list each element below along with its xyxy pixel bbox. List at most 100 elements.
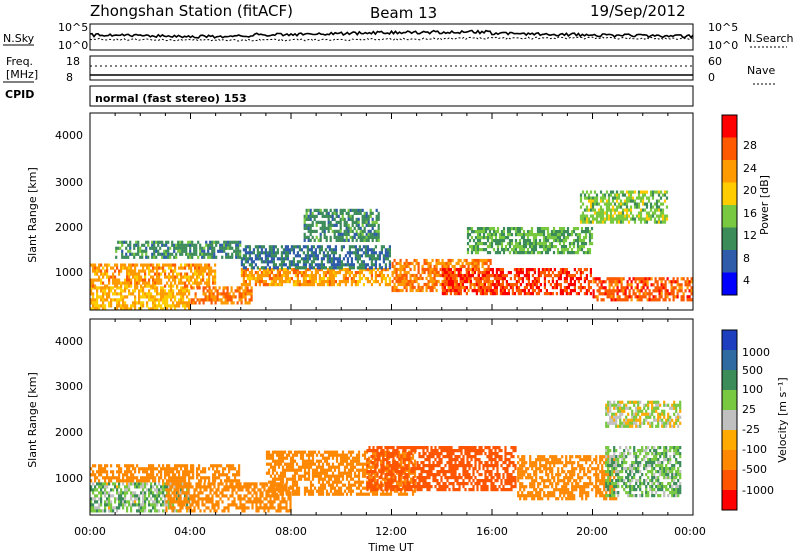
heatmap-cell xyxy=(504,248,508,252)
heatmap-cell xyxy=(296,260,299,264)
heatmap-cell xyxy=(269,497,272,501)
heatmap-cell xyxy=(661,208,665,212)
heatmap-cell xyxy=(320,248,323,252)
heatmap-cell xyxy=(478,233,482,237)
heatmap-cell xyxy=(326,251,329,255)
heatmap-cell xyxy=(164,263,167,267)
heatmap-cell xyxy=(284,274,287,278)
heatmap-cell xyxy=(633,202,637,206)
heatmap-cell xyxy=(196,470,199,474)
heatmap-cell xyxy=(176,284,179,288)
heatmap-cell xyxy=(181,503,184,507)
heatmap-cell xyxy=(289,468,293,472)
heatmap-cell xyxy=(237,249,240,253)
heatmap-cell xyxy=(231,488,234,492)
heatmap-cell xyxy=(615,217,619,221)
heatmap-cell xyxy=(231,255,234,259)
heatmap-cell xyxy=(447,274,450,278)
heatmap-cell xyxy=(152,275,155,279)
heatmap-cell xyxy=(512,248,516,252)
heatmap-cell xyxy=(469,285,472,290)
heatmap-cell xyxy=(607,208,611,212)
heatmap-cell xyxy=(108,494,111,498)
heatmap-cell xyxy=(423,267,426,272)
heatmap-cell xyxy=(114,269,117,273)
heatmap-cell xyxy=(619,190,623,194)
colorbar-swatch xyxy=(722,160,737,183)
heatmap-cell xyxy=(302,263,305,267)
heatmap-cell xyxy=(588,251,592,255)
heatmap-cell xyxy=(659,220,663,224)
heatmap-cell xyxy=(599,217,603,221)
heatmap-cell xyxy=(242,268,245,272)
heatmap-cell xyxy=(547,271,550,275)
heatmap-cell xyxy=(249,497,252,501)
heatmap-cell xyxy=(181,240,184,244)
heatmap-cell xyxy=(172,272,175,276)
heatmap-cell xyxy=(172,263,175,267)
heatmap-cell xyxy=(140,289,143,293)
heatmap-cell xyxy=(179,252,182,256)
heatmap-cell xyxy=(102,476,105,480)
heatmap-cell xyxy=(315,208,318,212)
heatmap-cell xyxy=(116,284,119,288)
heatmap-cell xyxy=(578,236,582,240)
heatmap-cell xyxy=(585,268,588,272)
heatmap-cell xyxy=(527,292,530,296)
heatmap-cell xyxy=(157,240,160,244)
heatmap-cell xyxy=(496,227,500,231)
heatmap-cell xyxy=(142,263,145,267)
heatmap-cell xyxy=(657,205,661,209)
heatmap-cell xyxy=(532,242,536,246)
heatmap-cell xyxy=(120,304,123,308)
heatmap-cell xyxy=(550,230,554,234)
heatmap-cell xyxy=(202,289,205,293)
heatmap-cell xyxy=(619,205,623,209)
heatmap-cell xyxy=(623,202,627,206)
heatmap-cell xyxy=(538,233,542,237)
heatmap-cell xyxy=(170,298,173,302)
heatmap-cell xyxy=(607,196,611,200)
heatmap-cell xyxy=(429,267,432,272)
heatmap-cell xyxy=(171,491,174,495)
heatmap-cell xyxy=(338,268,341,272)
heatmap-cell xyxy=(307,462,311,466)
heatmap-cell xyxy=(640,286,643,290)
heatmap-cell xyxy=(146,473,149,477)
heatmap-cell xyxy=(274,266,277,270)
heatmap-cell xyxy=(306,283,309,287)
heatmap-cell xyxy=(273,489,277,493)
heatmap-cell xyxy=(395,261,398,266)
heatmap-cell xyxy=(244,295,247,299)
heatmap-cell xyxy=(536,230,540,234)
heatmap-cell xyxy=(236,286,239,290)
heatmap-cell xyxy=(308,257,311,261)
heatmap-cell xyxy=(606,292,609,296)
heatmap-cell xyxy=(128,284,131,288)
heatmap-cell xyxy=(208,476,211,480)
heatmap-cell xyxy=(451,283,454,287)
heatmap-cell xyxy=(237,243,240,247)
heatmap-cell xyxy=(130,494,133,498)
heatmap-cell xyxy=(600,298,603,302)
heatmap-cell xyxy=(106,476,109,480)
heatmap-cell xyxy=(441,292,444,296)
heatmap-cell xyxy=(138,470,141,474)
heatmap-cell xyxy=(463,277,466,281)
heatmap-cell xyxy=(126,284,129,288)
heatmap-cell xyxy=(366,263,369,267)
heatmap-cell xyxy=(285,468,289,472)
heatmap-cell xyxy=(684,289,687,293)
heatmap-cell xyxy=(214,295,217,299)
heatmap-cell xyxy=(219,482,222,486)
heatmap-cell xyxy=(527,277,530,281)
heatmap-cell xyxy=(376,257,379,261)
heatmap-cell xyxy=(207,246,210,250)
heatmap-cell xyxy=(145,255,148,259)
heatmap-cell xyxy=(242,266,245,270)
heatmap-cell xyxy=(273,459,277,463)
heatmap-cell xyxy=(579,217,583,221)
heatmap-cell xyxy=(375,217,378,221)
heatmap-cell xyxy=(162,464,165,468)
heatmap-cell xyxy=(483,276,486,281)
